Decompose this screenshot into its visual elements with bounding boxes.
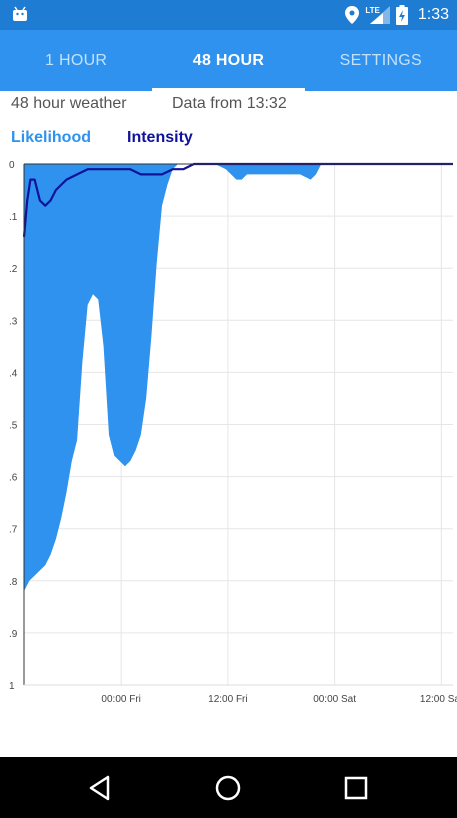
android-icon — [13, 6, 27, 21]
status-time: 1:33 — [417, 6, 449, 23]
battery-icon — [395, 5, 408, 25]
tab-48-hour[interactable]: 48 HOUR — [152, 30, 305, 91]
y-tick-label: .3 — [9, 316, 18, 327]
y-tick-label: 0 — [9, 160, 15, 171]
x-tick-label: 00:00 Fri — [101, 694, 140, 705]
network-type-label: LTE — [365, 5, 380, 15]
legend-intensity[interactable]: Intensity — [127, 129, 193, 146]
recents-icon[interactable] — [339, 771, 373, 805]
info-row: 48 hour weather Data from 13:32 — [0, 91, 457, 119]
location-icon — [345, 6, 360, 24]
tab-1-hour[interactable]: 1 HOUR — [45, 51, 108, 69]
back-icon[interactable] — [84, 771, 118, 805]
x-tick-label: 12:00 Fri — [208, 694, 247, 705]
x-tick-label: 12:00 Sat — [420, 694, 457, 705]
y-tick-label: .5 — [9, 421, 18, 432]
tab-settings[interactable]: SETTINGS — [339, 51, 423, 69]
y-tick-label: .2 — [9, 264, 18, 275]
likelihood-area — [24, 164, 453, 592]
y-tick-label: .7 — [9, 525, 18, 536]
precipitation-chart: 0 .1 .2 .3 .4 .5 .6 .7 .8 .9 1 00:00 Fri 12:00 Fri 00… — [9, 160, 457, 705]
y-tick-label: 1 — [9, 681, 15, 692]
forecast-title: 48 hour weather — [11, 95, 127, 112]
chart-legend: Likelihood Intensity — [0, 124, 457, 152]
navigation-bar — [0, 757, 457, 818]
home-icon[interactable] — [211, 771, 245, 805]
y-tick-label: .1 — [9, 212, 18, 223]
y-tick-label: .4 — [9, 368, 18, 379]
tab-bar: 1 HOUR 48 HOUR SETTINGS — [0, 30, 457, 91]
y-tick-label: .9 — [9, 629, 18, 640]
legend-likelihood[interactable]: Likelihood — [11, 129, 91, 146]
y-tick-label: .8 — [9, 577, 18, 588]
signal-icon — [369, 6, 390, 24]
y-tick-label: .6 — [9, 473, 18, 484]
status-bar: LTE 1:33 — [0, 0, 457, 30]
x-tick-label: 00:00 Sat — [313, 694, 356, 705]
data-timestamp: Data from 13:32 — [172, 95, 287, 112]
